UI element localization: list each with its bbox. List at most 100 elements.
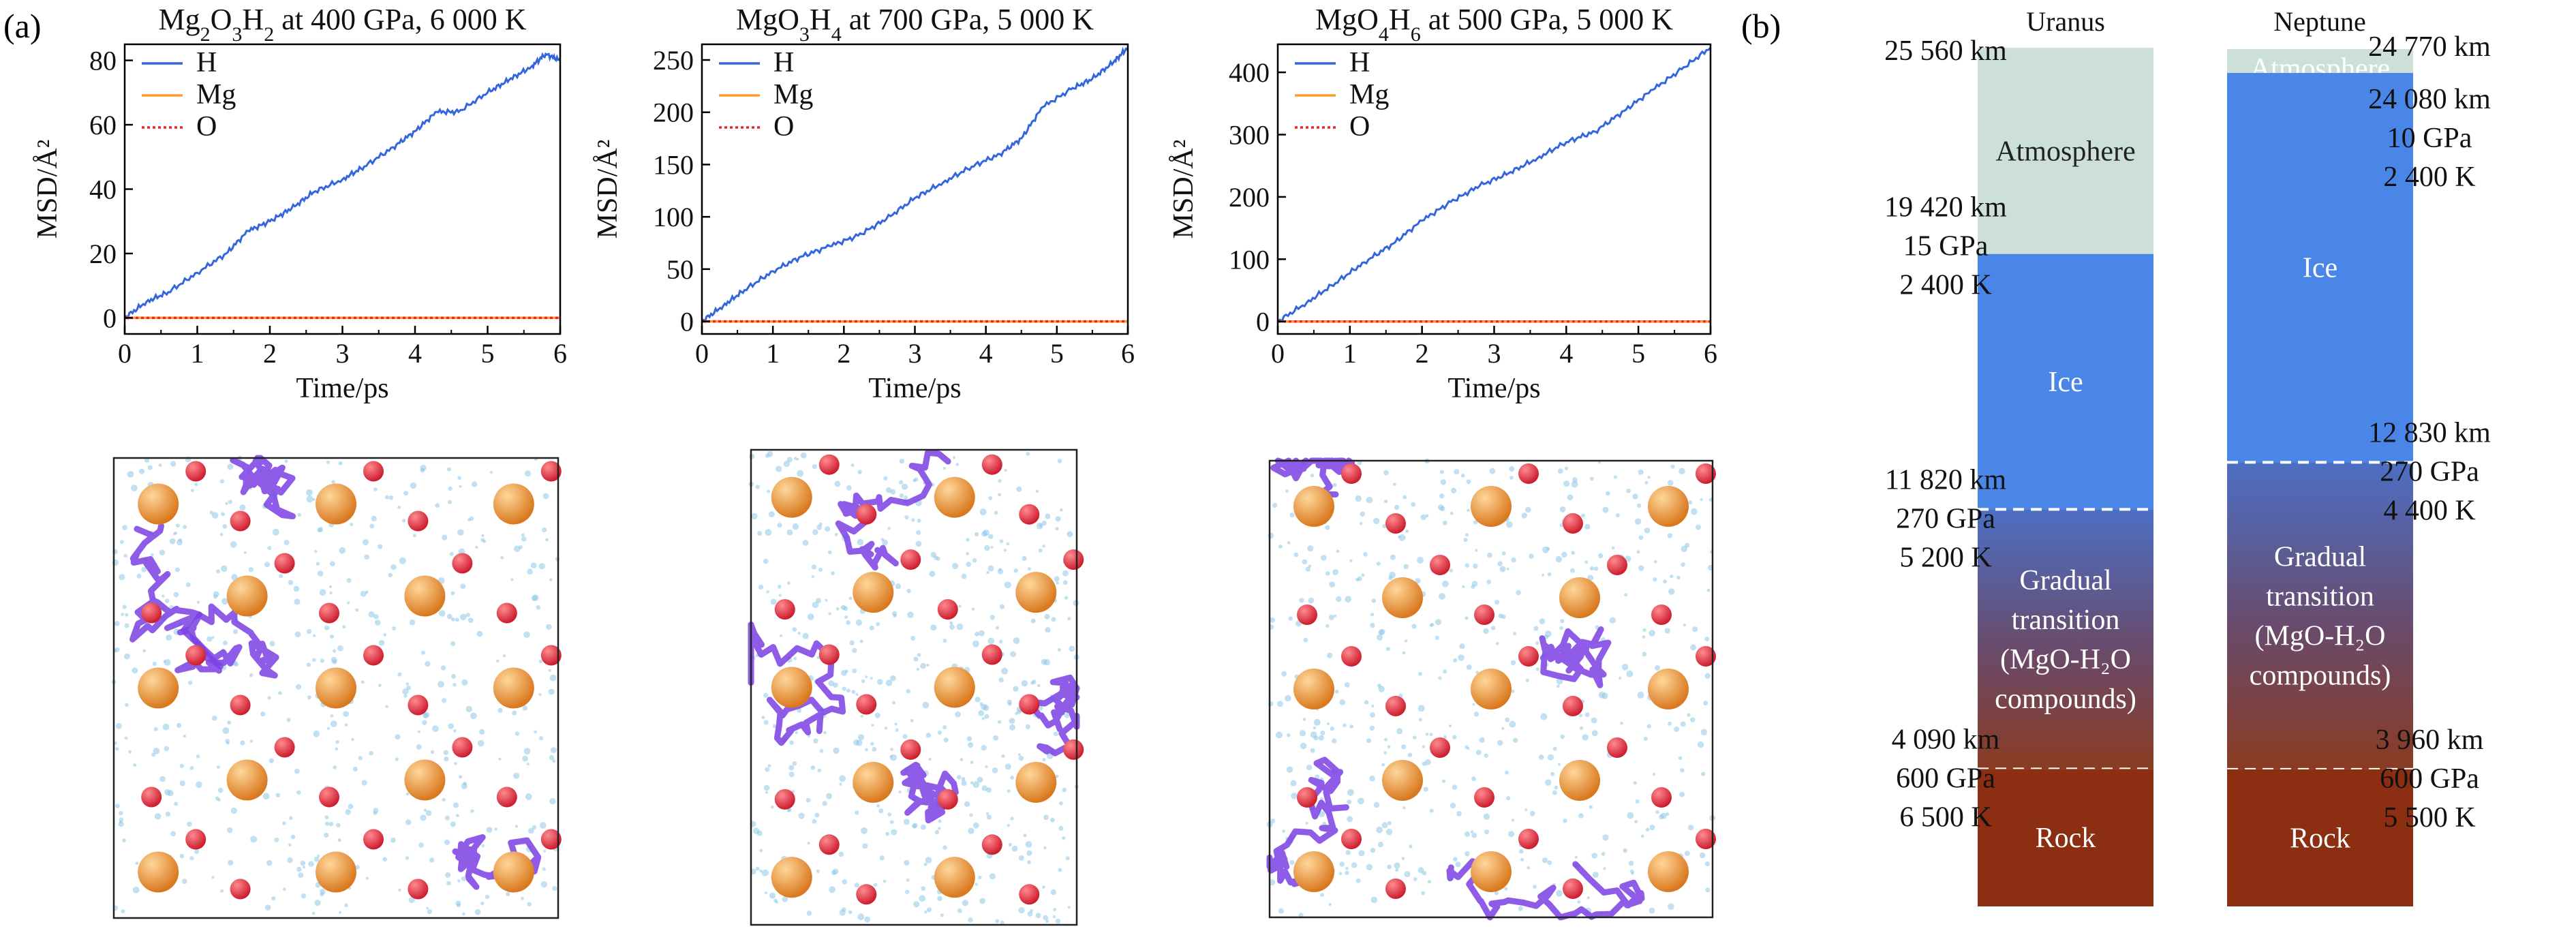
hydrogen-cloud-dot bbox=[1055, 516, 1061, 522]
hydrogen-cloud-dot bbox=[179, 853, 185, 859]
hydrogen-cloud-dot bbox=[904, 515, 909, 520]
hydrogen-cloud-dot bbox=[1403, 564, 1409, 570]
hydrogen-cloud-dot bbox=[313, 731, 320, 737]
hydrogen-cloud-dot bbox=[1343, 723, 1347, 727]
hydrogen-cloud-dot bbox=[523, 748, 531, 754]
hydrogen-cloud-dot bbox=[1652, 773, 1656, 776]
hydrogen-cloud-dot bbox=[917, 519, 921, 523]
hydrogen-cloud-dot bbox=[1409, 844, 1413, 848]
hydrogen-cloud-dot bbox=[1418, 671, 1422, 676]
hydrogen-cloud-dot bbox=[979, 630, 985, 637]
hydrogen-cloud-dot bbox=[934, 829, 940, 835]
hydrogen-cloud-dot bbox=[1349, 559, 1353, 562]
hydrogen-cloud-dot bbox=[1306, 764, 1313, 771]
x-tick-label: 4 bbox=[1559, 338, 1573, 369]
hydrogen-cloud-dot bbox=[938, 819, 942, 823]
hydrogen-cloud-dot bbox=[540, 881, 548, 888]
hydrogen-cloud-dot bbox=[162, 594, 165, 598]
hydrogen-cloud-dot bbox=[278, 691, 282, 695]
hydrogen-cloud-dot bbox=[153, 726, 158, 731]
x-tick-label: 2 bbox=[1415, 338, 1429, 369]
hydrogen-cloud-dot bbox=[1539, 618, 1546, 625]
hydrogen-cloud-dot bbox=[870, 677, 873, 680]
hydrogen-cloud-dot bbox=[1638, 469, 1644, 475]
hydrogen-cloud-dot bbox=[972, 558, 977, 563]
hydrogen-cloud-dot bbox=[1395, 868, 1399, 872]
hydrogen-cloud-dot bbox=[1501, 551, 1506, 555]
hydrogen-cloud-dot bbox=[1489, 468, 1496, 474]
hydrogen-cloud-dot bbox=[1582, 734, 1589, 741]
hydrogen-cloud-dot bbox=[283, 540, 290, 546]
hydrogen-cloud-dot bbox=[1590, 476, 1594, 481]
hydrogen-cloud-dot bbox=[422, 720, 427, 725]
mg-atom bbox=[1293, 851, 1334, 892]
hydrogen-cloud-dot bbox=[189, 766, 194, 770]
hydrogen-cloud-dot bbox=[960, 758, 964, 762]
hydrogen-cloud-dot bbox=[765, 791, 769, 795]
hydrogen-cloud-dot bbox=[884, 726, 888, 730]
hydrogen-cloud-dot bbox=[1452, 784, 1458, 790]
hydrogen-cloud-dot bbox=[777, 523, 782, 528]
hydrogen-cloud-dot bbox=[1001, 667, 1008, 675]
hydrogen-cloud-dot bbox=[541, 527, 547, 533]
hydrogen-cloud-dot bbox=[1351, 862, 1358, 868]
y-tick-label: 80 bbox=[89, 46, 117, 76]
hydrogen-cloud-dot bbox=[1644, 480, 1649, 485]
hydrogen-cloud-dot bbox=[335, 747, 339, 751]
hydrogen-cloud-dot bbox=[1471, 832, 1477, 838]
hydrogen-cloud-dot bbox=[1592, 872, 1599, 878]
hydrogen-cloud-dot bbox=[451, 617, 455, 622]
hydrogen-cloud-dot bbox=[895, 728, 899, 732]
hydrogen-cloud-dot bbox=[301, 893, 307, 899]
hydrogen-cloud-dot bbox=[1027, 567, 1031, 571]
hydrogen-cloud-dot bbox=[895, 583, 902, 590]
hydrogen-cloud-dot bbox=[1688, 500, 1693, 505]
hydrogen-cloud-dot bbox=[282, 821, 286, 825]
hydrogen-cloud-dot bbox=[846, 485, 852, 491]
hydrogen-cloud-dot bbox=[118, 821, 124, 827]
hydrogen-cloud-dot bbox=[225, 502, 228, 506]
hydrogen-cloud-dot bbox=[378, 544, 383, 549]
hydrogen-cloud-dot bbox=[811, 575, 814, 579]
hydrogen-cloud-dot bbox=[425, 810, 432, 816]
hydrogen-cloud-dot bbox=[998, 677, 1004, 683]
o-atom bbox=[141, 786, 162, 808]
hydrogen-cloud-dot bbox=[878, 808, 884, 814]
hydrogen-cloud-dot bbox=[450, 641, 456, 647]
hydrogen-cloud-dot bbox=[388, 572, 393, 578]
hydrogen-cloud-dot bbox=[355, 865, 360, 870]
hydrogen-cloud-dot bbox=[1460, 473, 1465, 478]
o-atom bbox=[1430, 737, 1450, 758]
hydrogen-cloud-dot bbox=[1473, 564, 1478, 569]
hydrogen-cloud-dot bbox=[222, 640, 228, 645]
md-snapshot-1 bbox=[111, 455, 562, 919]
hydrogen-cloud-dot bbox=[940, 913, 944, 917]
hydrogen-cloud-dot bbox=[187, 821, 192, 827]
hydrogen-cloud-dot bbox=[373, 811, 378, 815]
hydrogen-cloud-dot bbox=[1429, 808, 1434, 813]
hydrogen-cloud-dot bbox=[969, 813, 973, 817]
hydrogen-cloud-dot bbox=[987, 637, 995, 645]
hydrogen-cloud-dot bbox=[459, 485, 462, 488]
hydrogen-cloud-dot bbox=[226, 741, 230, 745]
hydrogen-cloud-dot bbox=[1376, 634, 1383, 641]
hydrogen-cloud-dot bbox=[342, 625, 346, 629]
hydrogen-cloud-dot bbox=[485, 894, 490, 900]
hydrogen-cloud-dot bbox=[1008, 842, 1012, 847]
legend-label-H: H bbox=[196, 47, 217, 78]
hydrogen-cloud-dot bbox=[371, 515, 377, 522]
hydrogen-cloud-dot bbox=[383, 633, 387, 637]
hydrogen-cloud-dot bbox=[834, 480, 841, 487]
hydrogen-cloud-dot bbox=[138, 468, 145, 474]
hydrogen-cloud-dot bbox=[165, 811, 171, 817]
hydrogen-cloud-dot bbox=[1455, 861, 1461, 868]
hydrogen-cloud-dot bbox=[999, 539, 1004, 543]
hydrogen-cloud-dot bbox=[477, 739, 485, 747]
hydrogen-cloud-dot bbox=[942, 639, 947, 643]
hydrogen-cloud-dot bbox=[290, 834, 296, 840]
hydrogen-cloud-dot bbox=[765, 767, 770, 772]
msd-chart-2: MgO3H4 at 700 GPa, 5 000 K 0 1 2 3 4 5 6 0 50 100 1… bbox=[592, 3, 1135, 404]
hydrogen-cloud-dot bbox=[994, 510, 998, 515]
hydrogen-cloud-dot bbox=[306, 662, 311, 667]
hydrogen-cloud-dot bbox=[1026, 452, 1030, 456]
